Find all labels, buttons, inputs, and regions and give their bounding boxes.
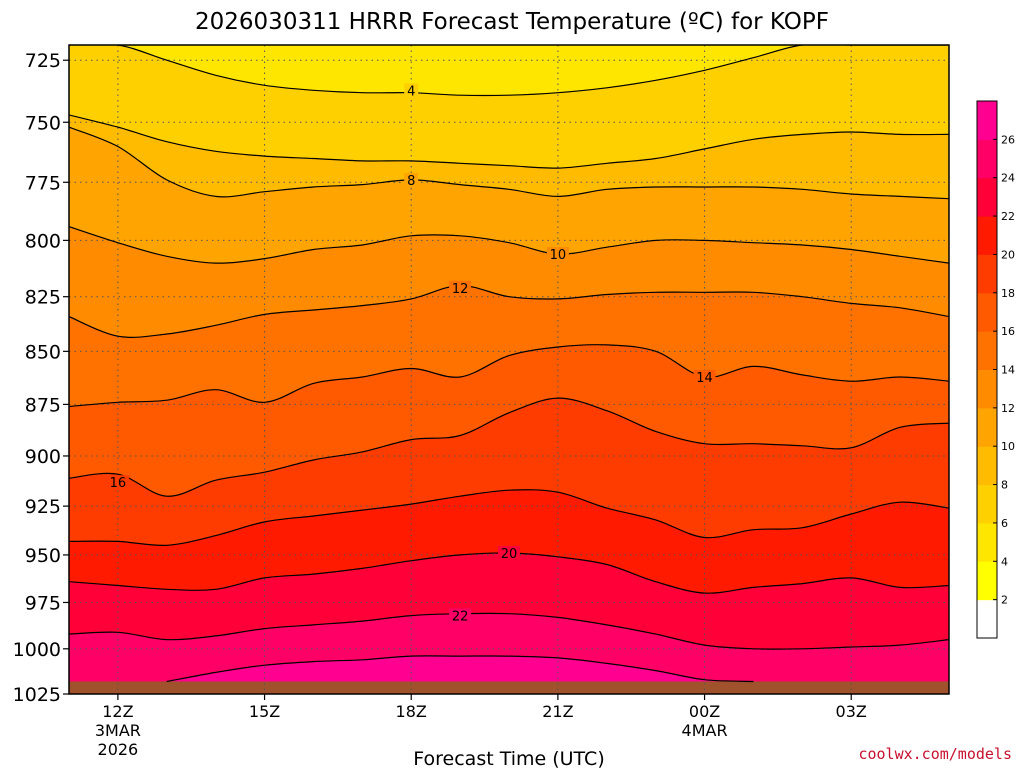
y-tick-label: 775	[25, 172, 61, 194]
plot-frame	[68, 44, 950, 695]
colorbar-swatch	[977, 446, 997, 486]
x-tick-sublabel: 4MAR	[682, 721, 728, 740]
y-tick-label: 925	[25, 496, 61, 518]
chart-title: 2026030311 HRRR Forecast Temperature (ºC…	[195, 9, 829, 35]
contour-line	[69, 344, 949, 408]
y-tick-label: 875	[25, 394, 61, 416]
colorbar-tick-label: 12	[1001, 402, 1015, 415]
contour-label-bg	[404, 83, 419, 98]
y-tick-label: 825	[25, 287, 61, 309]
contour-line	[69, 226, 949, 264]
ground-fill	[69, 681, 949, 694]
x-tick-label: 00Z	[689, 702, 720, 721]
colorbar-swatch	[977, 561, 997, 601]
colorbar-swatch	[977, 101, 997, 140]
contour-line	[69, 489, 949, 547]
y-tick-label: 800	[25, 230, 61, 252]
colorbar-tick-label: 6	[1001, 517, 1008, 530]
x-tick-sublabel: 3MAR	[95, 721, 141, 740]
x-tick-label: 15Z	[249, 702, 280, 721]
contour-label: 12	[452, 282, 469, 297]
colorbar-tick-label: 2	[1001, 594, 1008, 607]
colorbar-tick-label: 14	[1001, 364, 1015, 377]
temperature-bands	[69, 45, 949, 694]
colorbar-swatch	[977, 407, 997, 447]
plot-area: 4 8 10 12 14 16 20 22	[68, 44, 950, 695]
contour-line	[69, 284, 949, 338]
colorbar-tick-label: 18	[1001, 287, 1015, 300]
x-tick-label: 03Z	[836, 702, 867, 721]
colorbar-tick-label: 20	[1001, 248, 1015, 261]
contour-label: 22	[452, 610, 469, 625]
y-tick-label: 1000	[13, 639, 61, 661]
contour-label-bg	[404, 172, 419, 187]
contour-line	[166, 655, 754, 683]
contour-label-bg	[546, 247, 569, 262]
contour-line	[69, 126, 949, 200]
contour-label: 20	[501, 547, 518, 562]
colorbar-tick-label: 10	[1001, 440, 1015, 453]
y-tick-label: 900	[25, 446, 61, 468]
colorbar-swatch	[977, 254, 997, 294]
contour-labels: 4 8 10 12 14 16 20 22	[106, 83, 716, 625]
y-tick-label: 850	[25, 341, 61, 363]
y-tick-label: 1025	[13, 684, 61, 706]
contour-line	[69, 397, 949, 497]
contour-label-bg	[449, 280, 472, 295]
x-tick-label: 21Z	[542, 702, 573, 721]
contour-label-bg	[449, 608, 472, 623]
colorbar-swatch	[977, 216, 997, 255]
colorbar-tick-label: 4	[1001, 555, 1008, 568]
x-tick-label: 18Z	[396, 702, 427, 721]
colorbar-swatch	[977, 331, 997, 370]
colorbar-tick-label: 8	[1001, 479, 1008, 492]
contour-label-bg	[693, 370, 716, 385]
x-tick-sublabel: 2026	[98, 740, 139, 759]
colorbar-tick-label: 16	[1001, 325, 1015, 338]
contour-label: 10	[550, 248, 567, 263]
contour-label: 8	[407, 174, 415, 189]
contour-line	[69, 114, 949, 169]
ground-layer	[69, 681, 949, 694]
pressure-axis: 725 750 775 800 825 850 875 900 925 950 975 1000 102…	[13, 50, 69, 706]
x-axis-title: Forecast Time (UTC)	[413, 748, 604, 768]
colorbar-swatch	[977, 522, 997, 562]
y-tick-label: 975	[25, 592, 61, 614]
contour-label-bg	[106, 475, 129, 490]
temperature-band	[166, 655, 754, 682]
y-tick-label: 950	[25, 545, 61, 567]
contour-label-bg	[498, 545, 520, 560]
colorbar-swatch	[977, 292, 997, 332]
contour-label: 16	[110, 476, 127, 491]
y-tick-label: 750	[25, 112, 61, 134]
credit-text: coolwx.com/models	[858, 745, 1012, 763]
colorbar-tick-label: 26	[1001, 133, 1015, 146]
temperature-band	[69, 45, 949, 96]
y-tick-label: 725	[25, 50, 61, 72]
contour-label: 4	[407, 84, 415, 99]
colorbar-swatch	[977, 177, 997, 217]
x-tick-label: 12Z	[102, 702, 133, 721]
contour-label: 14	[696, 371, 713, 386]
colorbar-swatch	[977, 599, 997, 639]
colorbar-swatch	[977, 139, 997, 179]
colorbar-tick-label: 22	[1001, 210, 1015, 223]
colorbar-tick-label: 24	[1001, 172, 1015, 185]
colorbar-swatch	[977, 369, 997, 409]
contour-line	[69, 45, 949, 97]
contour-line	[69, 612, 949, 650]
colorbar-swatch	[977, 484, 997, 524]
